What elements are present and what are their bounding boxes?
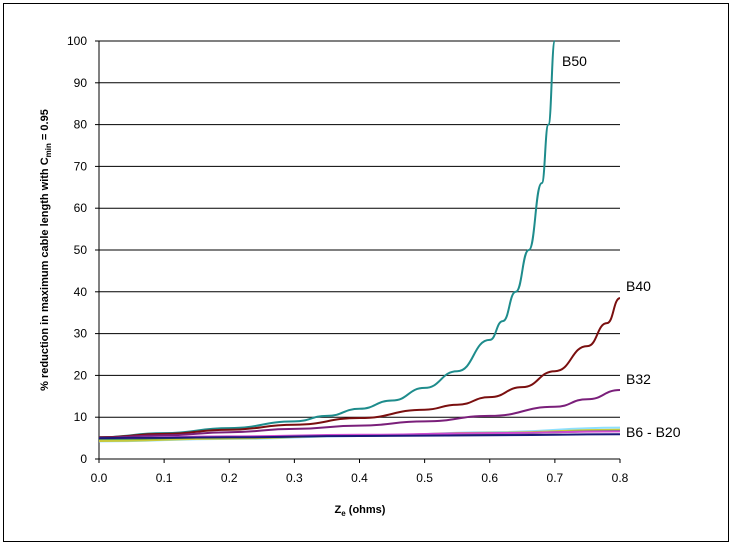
y-tick-label: 70: [74, 159, 88, 173]
y-tick-label: 100: [67, 34, 87, 48]
series-label-b40: B40: [626, 278, 651, 294]
y-tick-label: 90: [74, 76, 88, 90]
x-tick-label: 0.6: [481, 471, 498, 485]
x-tick-label: 0.1: [156, 471, 173, 485]
series-line-b40: [98, 297, 621, 439]
series-label-b50: B50: [562, 53, 587, 69]
y-tick-label: 20: [74, 368, 88, 382]
x-tick-label: 0.5: [416, 471, 433, 485]
grid-lines: [99, 40, 620, 418]
series-label-b32: B32: [626, 371, 651, 387]
y-tick-label: 30: [74, 327, 88, 341]
series-group: [98, 40, 621, 443]
series-label-b6-b20: B6 - B20: [626, 424, 681, 440]
y-tick-label: 10: [74, 410, 88, 424]
chart-frame: [3, 3, 729, 542]
y-axis-title: % reduction in maximum cable length with…: [39, 109, 53, 391]
x-tick-label: 0.7: [547, 471, 564, 485]
x-tick-label: 0.8: [612, 471, 629, 485]
series-line-curve-7: [98, 433, 621, 440]
x-tick-label: 0.2: [221, 471, 238, 485]
y-tick-label: 80: [74, 118, 88, 132]
y-tick-label: 60: [74, 201, 88, 215]
y-axis-ticks: 0 10 20 30 40 50 60 70 80 90 100: [67, 34, 99, 466]
series-line-b50: [98, 40, 556, 439]
y-tick-label: 50: [74, 243, 88, 257]
x-axis-ticks: 0.0 0.1 0.2 0.3 0.4 0.5 0.6 0.7 0.8: [91, 459, 629, 485]
y-tick-label: 0: [80, 452, 87, 466]
x-tick-label: 0.3: [286, 471, 303, 485]
series-line-b32: [98, 389, 621, 439]
x-tick-label: 0.4: [351, 471, 368, 485]
x-axis-title: Ze (ohms): [335, 504, 386, 518]
y-tick-label: 40: [74, 285, 88, 299]
x-tick-label: 0.0: [91, 471, 108, 485]
